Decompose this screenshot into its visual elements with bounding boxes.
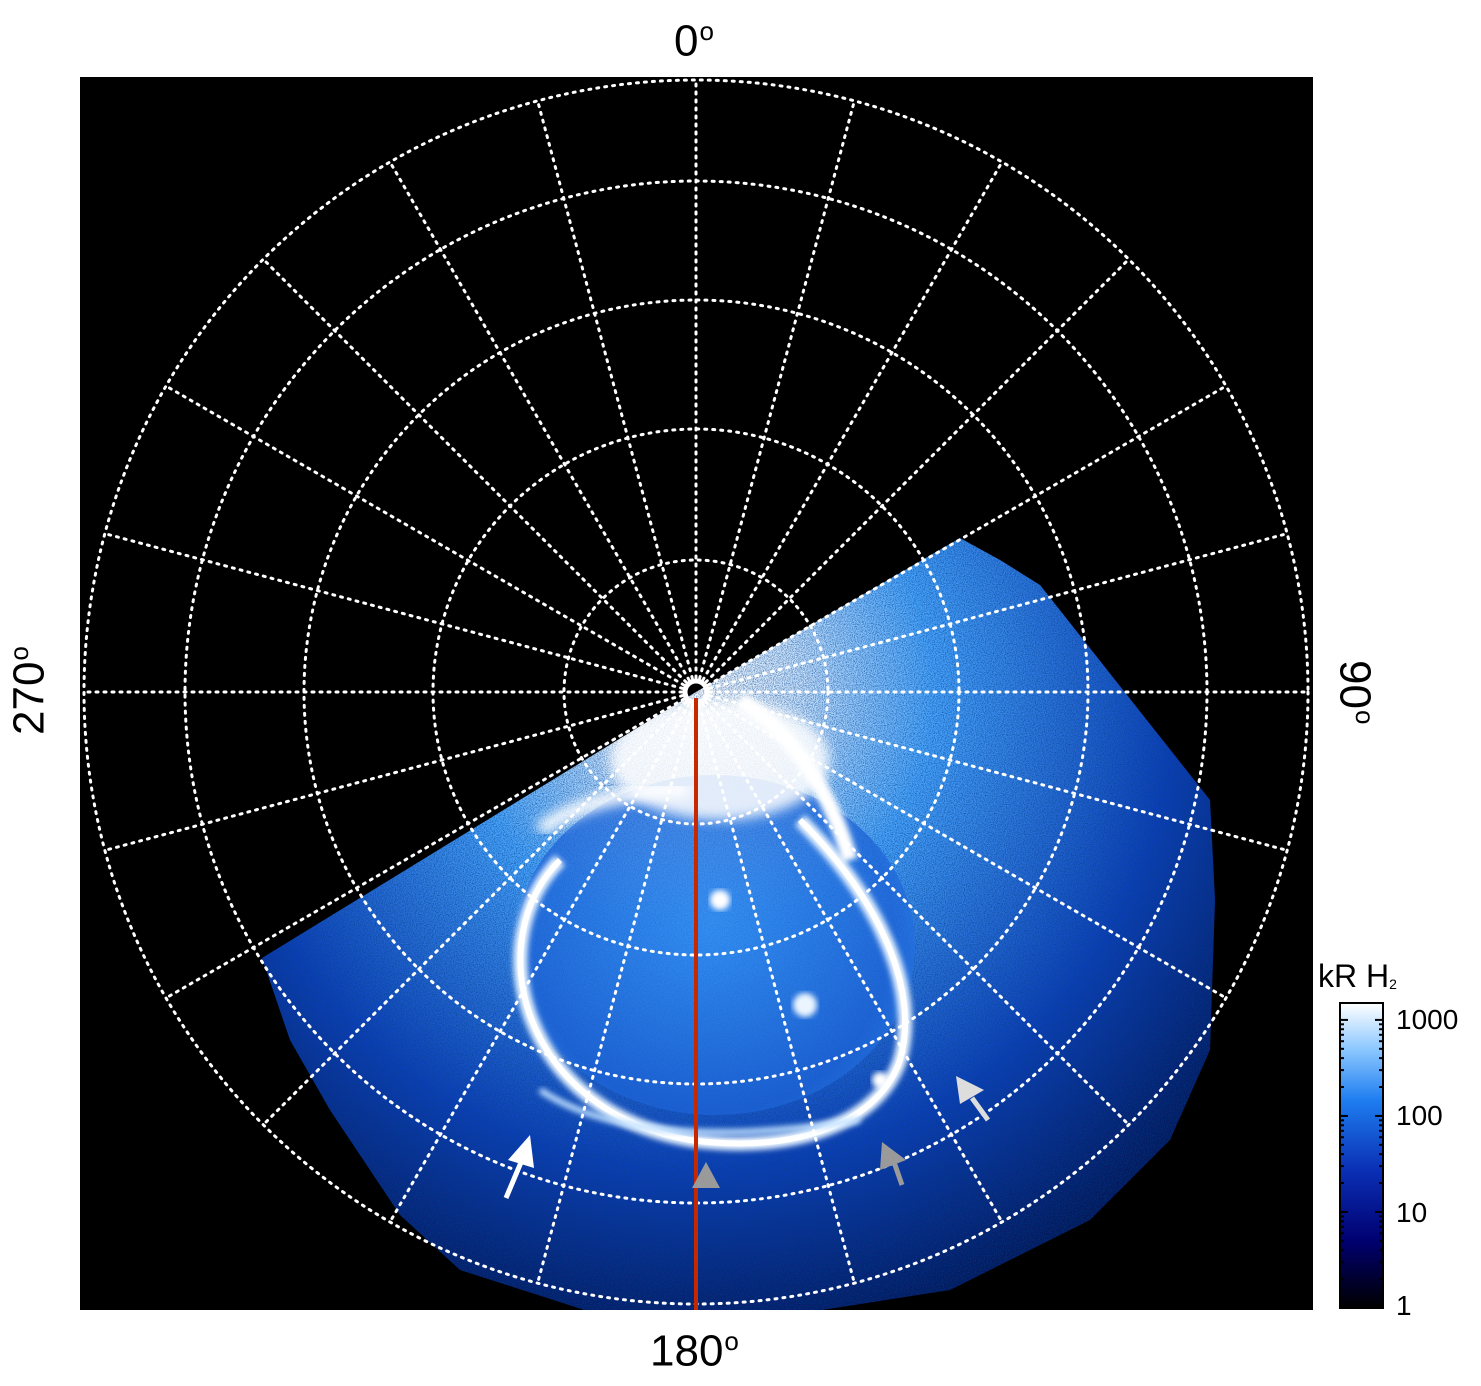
gray-arrow-2 [956,1076,991,1122]
meridian-line [698,99,856,680]
colorbar [1339,1002,1384,1309]
gray-arrow-1 [880,1142,906,1186]
meridian-line [261,700,688,1127]
meridian-line [706,384,1228,687]
meridian-line [698,704,856,1285]
colorbar-tick-label: 10 [1396,1197,1428,1228]
meridian-line [164,697,686,1000]
meridian-line [704,257,1131,684]
meridian-line [704,700,1131,1127]
meridian-line [388,160,691,682]
meridian-line [708,694,1289,852]
colorbar-tick-label: 1 [1396,1290,1412,1321]
meridian-line [536,99,694,680]
meridian-line [708,532,1289,690]
gray-arrowhead [692,1162,720,1188]
colorbar-title: kR H2 [1318,958,1397,994]
axis-label-270: 270o [4,646,54,735]
meridian-line [536,704,694,1285]
meridian-line [706,697,1228,1000]
axis-label-180: 180o [650,1326,739,1376]
meridian-line [103,532,684,690]
colorbar-tick-label: 1000 [1396,1004,1459,1035]
colorbar-tick-label: 100 [1396,1100,1443,1131]
meridian-line [701,702,1004,1224]
meridian-line [388,702,691,1224]
lat-lon-grid [82,78,1310,1306]
meridian-line [701,160,1004,682]
meridian-line [103,694,684,852]
meridian-line [164,384,686,687]
meridian-line [261,257,688,684]
axis-label-0: 0o [674,16,714,66]
white-arrow [503,1135,534,1199]
axis-label-90: 90o [1330,660,1380,725]
